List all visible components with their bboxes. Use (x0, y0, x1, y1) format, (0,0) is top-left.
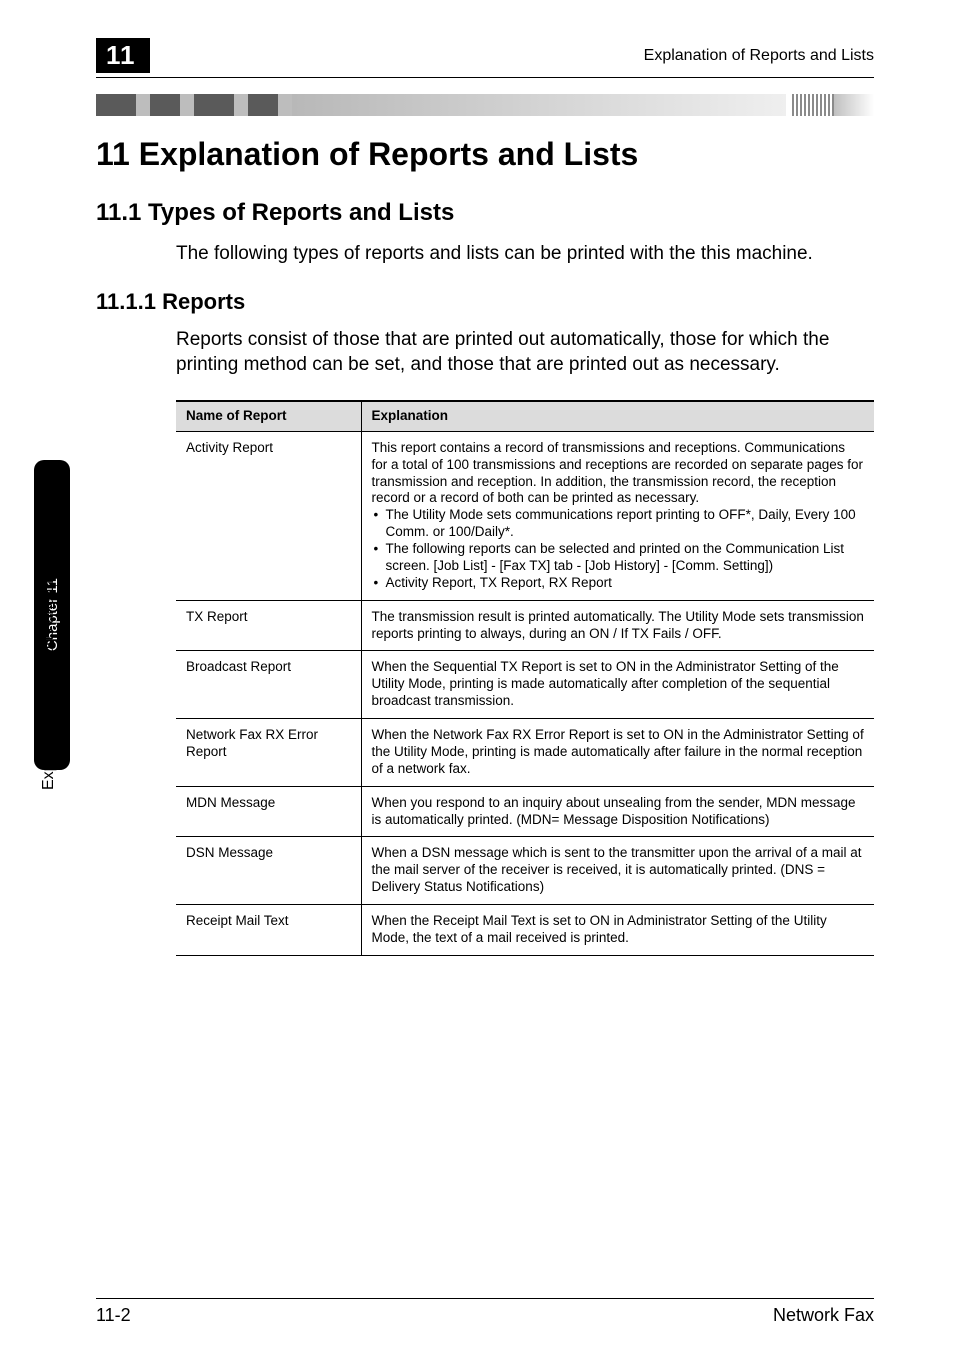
report-name: Network Fax RX Error Report (176, 719, 361, 787)
report-table-wrap: Name of Report Explanation Activity Repo… (176, 400, 874, 956)
page-footer: 11-2 Network Fax (96, 1298, 874, 1326)
section-title: 11.1 Types of Reports and Lists (96, 199, 874, 227)
bullet-item: Activity Report, TX Report, RX Report (386, 575, 865, 592)
report-explanation: When you respond to an inquiry about uns… (361, 786, 874, 837)
section-body: The following types of reports and lists… (176, 241, 874, 267)
chapter-badge: 11 (96, 38, 150, 73)
col-header-explanation: Explanation (361, 401, 874, 431)
chapter-title: 11 Explanation of Reports and Lists (96, 136, 874, 173)
table-header-row: Name of Report Explanation (176, 401, 874, 431)
header-rule (96, 77, 874, 78)
report-table: Name of Report Explanation Activity Repo… (176, 400, 874, 956)
explanation-bullets: The Utility Mode sets communications rep… (372, 507, 865, 591)
report-name: DSN Message (176, 837, 361, 905)
table-row: Broadcast Report When the Sequential TX … (176, 651, 874, 719)
footer-rule (96, 1298, 874, 1299)
report-name: Activity Report (176, 431, 361, 600)
table-row: TX Report The transmission result is pri… (176, 600, 874, 651)
report-name: Receipt Mail Text (176, 905, 361, 956)
footer-right: Network Fax (773, 1305, 874, 1326)
report-explanation: This report contains a record of transmi… (361, 431, 874, 600)
table-row: Activity Report This report contains a r… (176, 431, 874, 600)
table-row: Network Fax RX Error Report When the Net… (176, 719, 874, 787)
col-header-name: Name of Report (176, 401, 361, 431)
side-vertical-text: Explanation of Reports and Lists (40, 560, 58, 790)
table-row: DSN Message When a DSN message which is … (176, 837, 874, 905)
bullet-item: The Utility Mode sets communications rep… (386, 507, 865, 541)
report-explanation: When the Sequential TX Report is set to … (361, 651, 874, 719)
subsection-body: Reports consist of those that are printe… (176, 327, 874, 378)
bullet-item: The following reports can be selected an… (386, 541, 865, 575)
report-explanation: When the Network Fax RX Error Report is … (361, 719, 874, 787)
subsection-title: 11.1.1 Reports (96, 289, 874, 315)
table-row: Receipt Mail Text When the Receipt Mail … (176, 905, 874, 956)
running-title: Explanation of Reports and Lists (644, 47, 874, 65)
report-name: Broadcast Report (176, 651, 361, 719)
report-explanation: When the Receipt Mail Text is set to ON … (361, 905, 874, 956)
table-row: MDN Message When you respond to an inqui… (176, 786, 874, 837)
page: 11 Explanation of Reports and Lists 11 E… (0, 0, 954, 1352)
footer-left: 11-2 (96, 1305, 131, 1326)
explanation-lead: This report contains a record of transmi… (372, 440, 864, 506)
page-header: 11 Explanation of Reports and Lists (0, 38, 874, 73)
decor-band (96, 94, 874, 116)
report-name: MDN Message (176, 786, 361, 837)
report-explanation: When a DSN message which is sent to the … (361, 837, 874, 905)
report-explanation: The transmission result is printed autom… (361, 600, 874, 651)
report-name: TX Report (176, 600, 361, 651)
